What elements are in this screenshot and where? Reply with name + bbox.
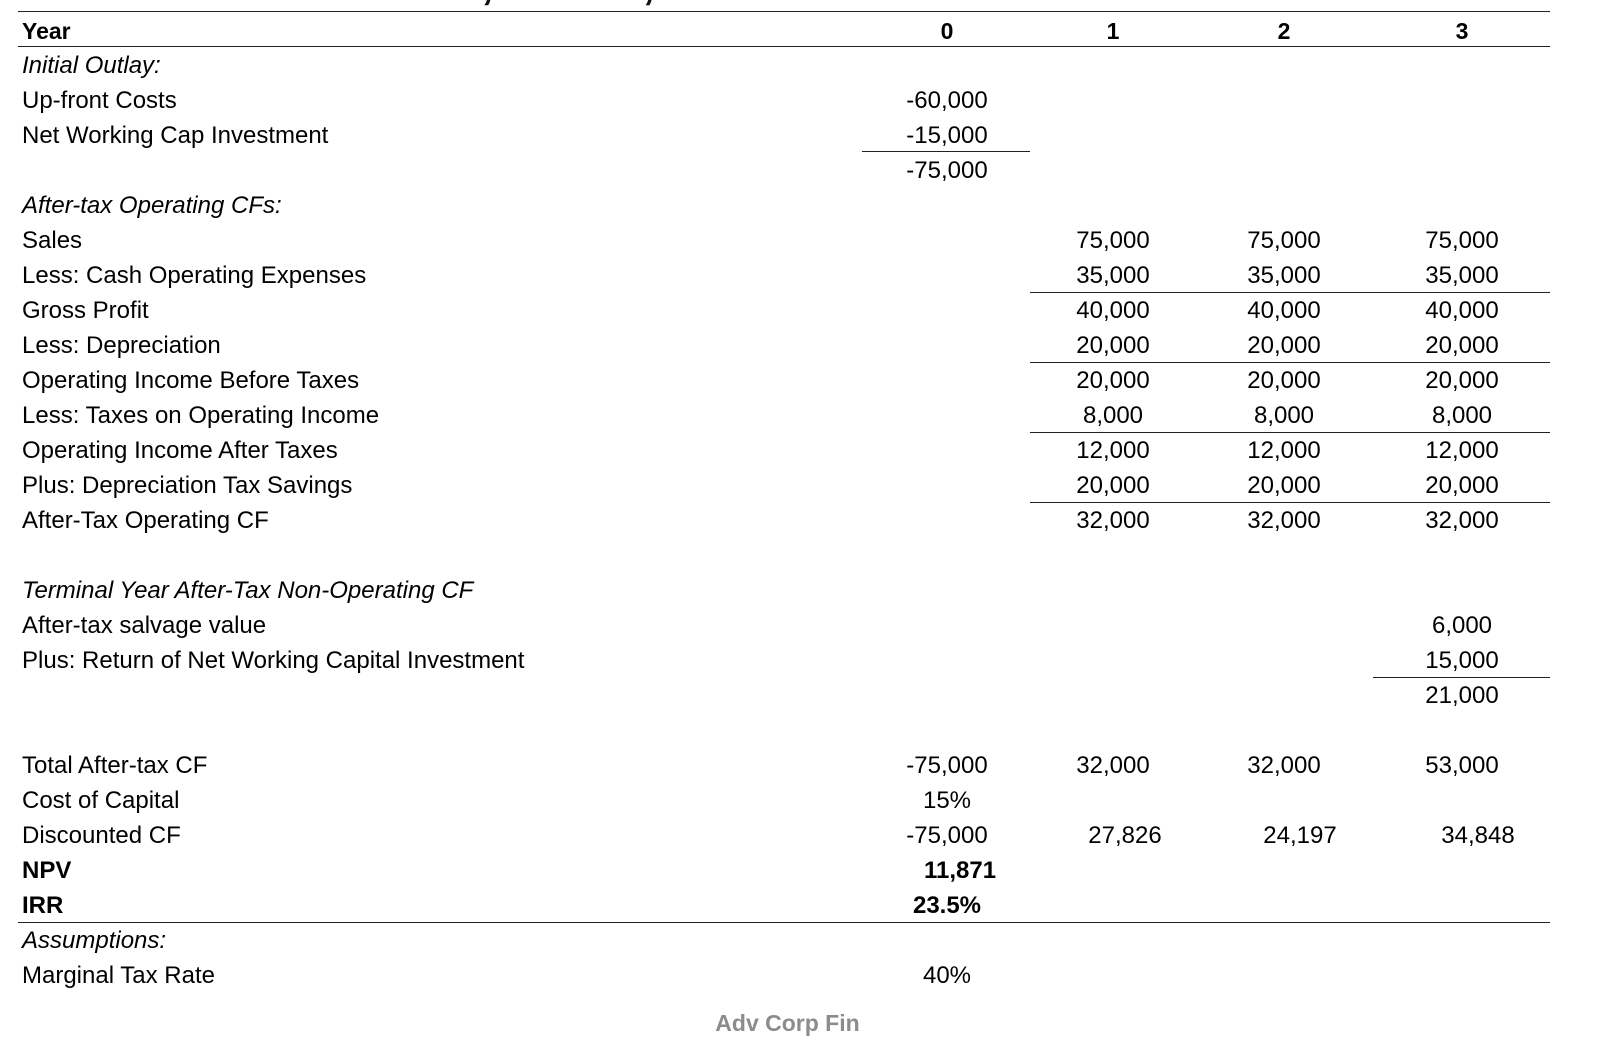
total-cf-y3: 53,000 <box>1425 752 1499 779</box>
oiat-rule <box>1030 432 1550 433</box>
oibt-y2: 20,000 <box>1247 367 1321 394</box>
terminal-total-y3: 21,000 <box>1425 682 1499 709</box>
year-col-3: 3 <box>1455 18 1469 44</box>
irr-label: IRR <box>22 892 64 919</box>
sales-y2: 75,000 <box>1247 227 1321 254</box>
atocf-y2: 32,000 <box>1247 507 1321 534</box>
discounted-cf-y2: 24,197 <box>1263 822 1337 849</box>
cash-opex-y1: 35,000 <box>1076 262 1150 289</box>
total-cf-y1: 32,000 <box>1076 752 1150 779</box>
terminal-subtotal-rule <box>1373 677 1550 678</box>
page-title: 3. Terminal Value, NPV, and IRR <box>0 0 1608 8</box>
atocf-y1: 32,000 <box>1076 507 1150 534</box>
dep-tax-savings-y3: 20,000 <box>1425 472 1499 499</box>
oiat-y3: 12,000 <box>1425 437 1499 464</box>
initial-outlay-heading: Initial Outlay: <box>22 52 161 79</box>
year-col-2: 2 <box>1277 18 1291 44</box>
sales-label: Sales <box>22 227 83 254</box>
salvage-label: After-tax salvage value <box>22 612 267 639</box>
cost-of-capital-label: Cost of Capital <box>22 787 180 814</box>
taxes-y1: 8,000 <box>1082 402 1144 429</box>
nwc-investment-label: Net Working Cap Investment <box>22 122 329 149</box>
discounted-cf-y3: 34,848 <box>1441 822 1515 849</box>
upfront-costs-y0: -60,000 <box>906 87 988 114</box>
total-cf-y2: 32,000 <box>1247 752 1321 779</box>
discounted-cf-y0: -75,000 <box>906 822 988 849</box>
oibt-label: Operating Income Before Taxes <box>22 367 360 394</box>
gross-profit-rule <box>1030 292 1550 293</box>
year-header-label: Year <box>22 18 71 44</box>
footer-label: Adv Corp Fin <box>715 1010 860 1036</box>
taxes-y2: 8,000 <box>1253 402 1315 429</box>
salvage-y3: 6,000 <box>1431 612 1493 639</box>
outlay-subtotal-rule <box>862 151 1030 152</box>
header-top-rule <box>18 11 1550 12</box>
irr-value: 23.5% <box>912 892 982 919</box>
discounted-cf-label: Discounted CF <box>22 822 181 849</box>
oibt-y1: 20,000 <box>1076 367 1150 394</box>
nwc-return-label: Plus: Return of Net Working Capital Inve… <box>22 647 525 674</box>
depreciation-y2: 20,000 <box>1247 332 1321 359</box>
atocf-label: After-Tax Operating CF <box>22 507 269 534</box>
terminal-heading: Terminal Year After-Tax Non-Operating CF <box>22 577 474 604</box>
oiat-y1: 12,000 <box>1076 437 1150 464</box>
atocf-rule <box>1030 502 1550 503</box>
gross-profit-y1: 40,000 <box>1076 297 1150 324</box>
sales-y3: 75,000 <box>1425 227 1499 254</box>
cash-opex-y2: 35,000 <box>1247 262 1321 289</box>
taxes-label: Less: Taxes on Operating Income <box>22 402 380 429</box>
cash-opex-y3: 35,000 <box>1425 262 1499 289</box>
upfront-costs-label: Up-front Costs <box>22 87 177 114</box>
total-cf-label: Total After-tax CF <box>22 752 208 779</box>
assumptions-top-rule <box>18 922 1550 923</box>
tax-rate-label: Marginal Tax Rate <box>22 962 215 989</box>
npv-label: NPV <box>22 857 72 884</box>
nwc-return-y3: 15,000 <box>1425 647 1499 674</box>
operating-cf-heading: After-tax Operating CFs: <box>22 192 282 219</box>
depreciation-y3: 20,000 <box>1425 332 1499 359</box>
initial-outlay-total-y0: -75,000 <box>906 157 988 184</box>
tax-rate-value: 40% <box>922 962 972 989</box>
taxes-y3: 8,000 <box>1431 402 1493 429</box>
year-col-1: 1 <box>1106 18 1120 44</box>
depreciation-label: Less: Depreciation <box>22 332 221 359</box>
cost-of-capital-value: 15% <box>922 787 972 814</box>
dep-tax-savings-y1: 20,000 <box>1076 472 1150 499</box>
discounted-cf-y1: 27,826 <box>1088 822 1162 849</box>
cash-opex-label: Less: Cash Operating Expenses <box>22 262 367 289</box>
gross-profit-y3: 40,000 <box>1425 297 1499 324</box>
total-cf-y0: -75,000 <box>906 752 988 779</box>
sales-y1: 75,000 <box>1076 227 1150 254</box>
year-col-0: 0 <box>940 18 954 44</box>
header-bottom-rule <box>18 46 1550 47</box>
gross-profit-label: Gross Profit <box>22 297 149 324</box>
assumptions-heading: Assumptions: <box>22 927 167 954</box>
npv-value: 11,871 <box>923 857 997 884</box>
dep-tax-savings-y2: 20,000 <box>1247 472 1321 499</box>
gross-profit-y2: 40,000 <box>1247 297 1321 324</box>
oibt-rule <box>1030 362 1550 363</box>
nwc-investment-y0: -15,000 <box>906 122 988 149</box>
oiat-label: Operating Income After Taxes <box>22 437 338 464</box>
dep-tax-savings-label: Plus: Depreciation Tax Savings <box>22 472 353 499</box>
oiat-y2: 12,000 <box>1247 437 1321 464</box>
oibt-y3: 20,000 <box>1425 367 1499 394</box>
depreciation-y1: 20,000 <box>1076 332 1150 359</box>
atocf-y3: 32,000 <box>1425 507 1499 534</box>
